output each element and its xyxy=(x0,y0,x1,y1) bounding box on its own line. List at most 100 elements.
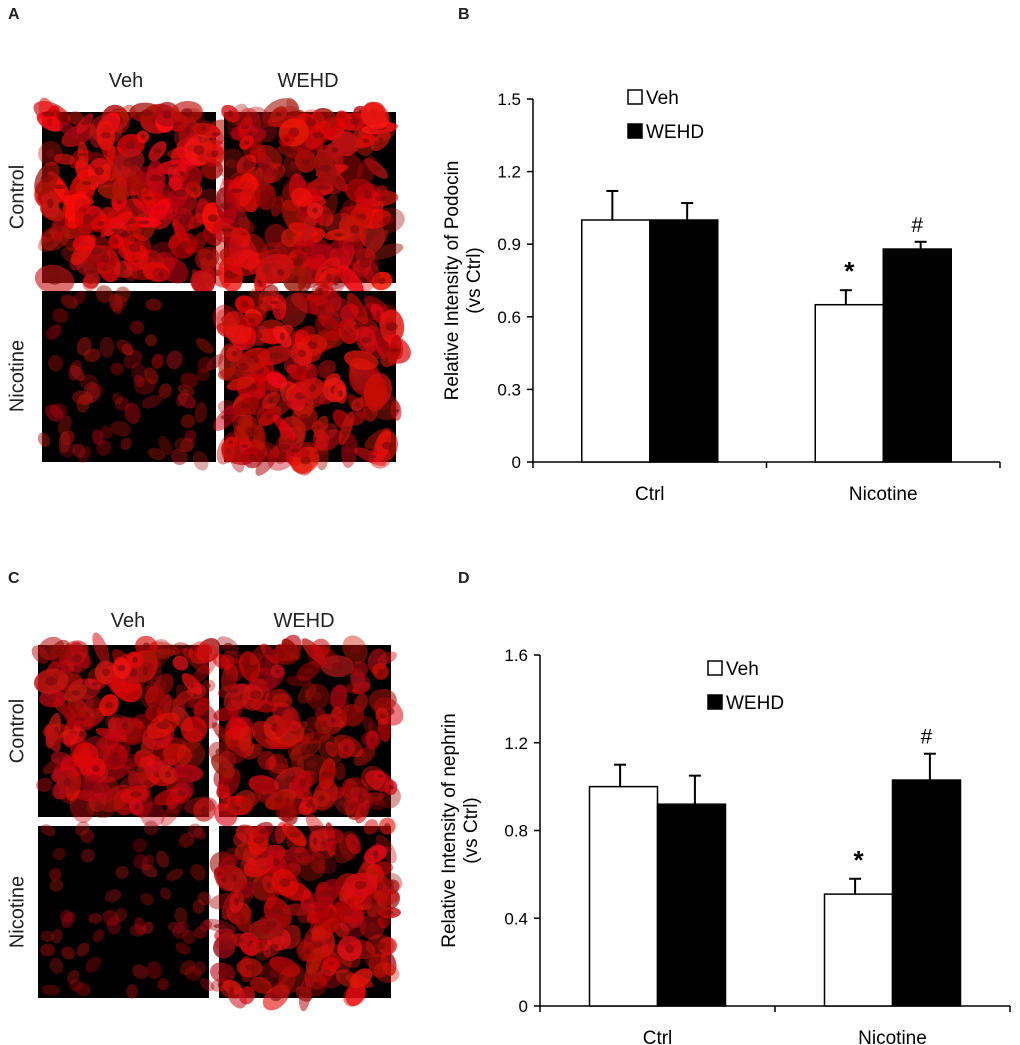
cell-nucleus xyxy=(392,408,400,413)
cell-nucleus xyxy=(350,118,359,125)
cell-nucleus xyxy=(270,994,282,1002)
cell-nucleus xyxy=(313,692,322,701)
cell-nucleus xyxy=(140,109,153,117)
cell-nucleus xyxy=(221,228,233,233)
cell-blob xyxy=(61,946,76,960)
cell-blob xyxy=(80,374,98,391)
cell-nucleus xyxy=(374,801,380,806)
cell-blob xyxy=(60,430,75,446)
cell-blob xyxy=(272,414,296,441)
cell-nucleus xyxy=(261,163,270,169)
cell-blob xyxy=(76,942,90,957)
cell-blob xyxy=(336,153,363,183)
cell-nucleus xyxy=(266,881,271,888)
cell-blob xyxy=(192,899,205,914)
cell-blob xyxy=(40,930,55,943)
cell-nucleus xyxy=(196,670,210,675)
cell-blob xyxy=(59,442,76,458)
cell-blob xyxy=(182,929,196,945)
cell-nucleus xyxy=(181,108,193,116)
panel-a-col-label-veh: Veh xyxy=(108,70,144,92)
cell-nucleus xyxy=(312,837,318,846)
cell-nucleus xyxy=(281,806,290,814)
cell-nucleus xyxy=(74,716,85,722)
cell-blob xyxy=(363,375,387,412)
significance-marker: * xyxy=(844,256,855,286)
cell-nucleus xyxy=(227,110,233,118)
cell-blob xyxy=(73,290,86,305)
cell-blob xyxy=(226,376,255,391)
cell-nucleus xyxy=(372,850,379,859)
cell-nucleus xyxy=(223,642,233,648)
cell-nucleus xyxy=(149,174,163,182)
panel-a-letter: A xyxy=(8,6,20,23)
cell-blob xyxy=(60,294,78,309)
cell-nucleus xyxy=(264,792,270,800)
cell-blob xyxy=(49,879,64,892)
cell-blob xyxy=(75,982,91,997)
cell-nucleus xyxy=(215,748,223,757)
cell-nucleus xyxy=(126,140,135,151)
cell-nucleus xyxy=(195,240,204,245)
cell-nucleus xyxy=(297,350,307,358)
cell-nucleus xyxy=(385,322,398,331)
panel-b-letter: B xyxy=(458,6,470,23)
cell-blob xyxy=(316,904,340,933)
bar-veh-ctrl xyxy=(588,785,659,1007)
cell-blob xyxy=(183,165,203,189)
cell-nucleus xyxy=(156,721,170,730)
cell-nucleus xyxy=(142,642,150,651)
cell-blob xyxy=(141,854,155,871)
cell-blob xyxy=(312,429,330,451)
cell-nucleus xyxy=(165,771,172,779)
cell-nucleus xyxy=(80,121,90,126)
cell-nucleus xyxy=(169,199,176,209)
cell-blob xyxy=(141,864,158,878)
cell-nucleus xyxy=(309,384,316,393)
cell-blob xyxy=(74,821,90,836)
cell-nucleus xyxy=(73,115,79,121)
cell-nucleus xyxy=(90,784,103,794)
cell-blob xyxy=(175,942,191,955)
cell-nucleus xyxy=(245,427,258,436)
cell-nucleus xyxy=(351,840,356,848)
cell-nucleus xyxy=(111,228,120,233)
cell-nucleus xyxy=(231,350,238,357)
cell-nucleus xyxy=(330,718,336,723)
cell-blob xyxy=(275,711,293,738)
cell-nucleus xyxy=(278,649,286,659)
cell-nucleus xyxy=(130,791,142,798)
cell-nucleus xyxy=(63,777,72,787)
cell-nucleus xyxy=(321,209,336,215)
cell-nucleus xyxy=(338,390,343,398)
cell-nucleus xyxy=(378,137,384,146)
cell-blob xyxy=(120,437,132,451)
cell-blob xyxy=(281,228,300,248)
cell-nucleus xyxy=(56,223,62,233)
cell-blob xyxy=(115,396,129,411)
cell-nucleus xyxy=(213,924,226,929)
cell-nucleus xyxy=(105,701,113,709)
cell-blob xyxy=(255,447,280,476)
cell-nucleus xyxy=(166,808,180,814)
cell-nucleus xyxy=(289,161,297,171)
cell-blob xyxy=(229,446,245,473)
cell-blob xyxy=(124,402,141,424)
cell-nucleus xyxy=(363,189,372,200)
cell-blob xyxy=(178,832,195,848)
cell-blob xyxy=(297,854,326,882)
y-tick-label: 0.9 xyxy=(497,235,521,254)
cell-nucleus xyxy=(180,693,191,699)
cell-nucleus xyxy=(58,754,64,763)
cell-nucleus xyxy=(208,165,216,173)
cell-blob xyxy=(95,730,123,751)
cell-nucleus xyxy=(299,992,311,997)
cell-blob xyxy=(177,393,196,409)
cell-blob xyxy=(31,645,50,664)
cell-nucleus xyxy=(317,287,323,295)
cell-blob xyxy=(46,324,62,340)
cell-blob xyxy=(338,837,357,861)
cell-nucleus xyxy=(361,751,368,761)
